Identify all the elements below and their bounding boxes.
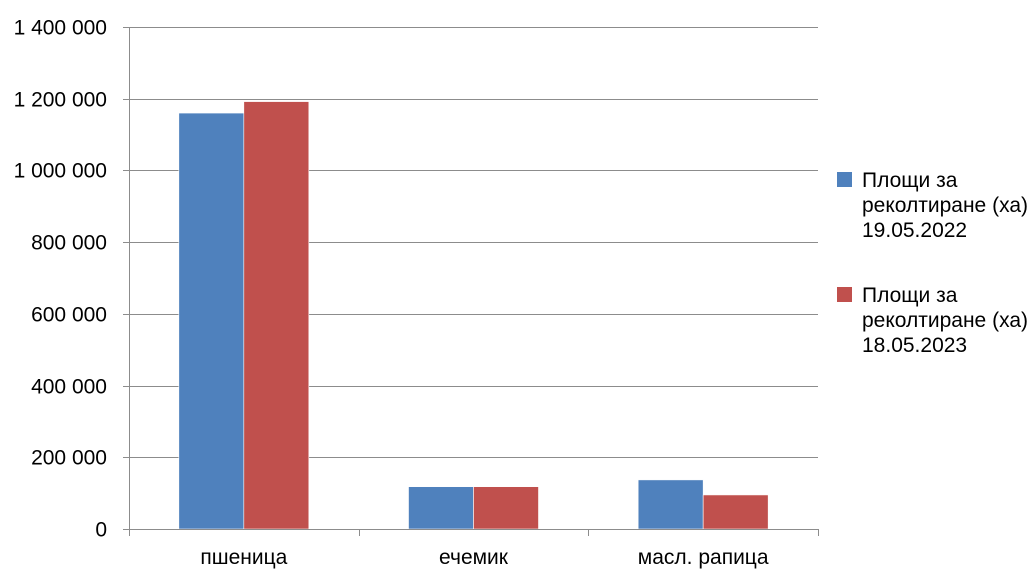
legend: Площи за реколтиране (ха) 19.05.2022 Площи … <box>837 169 1028 357</box>
y-tick-label: 600 000 <box>31 304 107 327</box>
x-tick-labels: пшеница ечемик масл. рапица <box>200 546 768 569</box>
bar-1-2 <box>408 486 474 530</box>
legend-swatch-1 <box>837 172 852 187</box>
x-tick-label: ечемик <box>439 546 509 569</box>
axes <box>123 27 819 536</box>
x-tick-label: пшеница <box>200 546 287 569</box>
y-tick-label: 800 000 <box>31 232 107 255</box>
y-tick-label: 400 000 <box>31 376 107 399</box>
x-tick-label: масл. рапица <box>638 546 769 569</box>
bar-2-1 <box>243 101 310 530</box>
y-tick-labels: 0 200 000 400 000 600 000 800 000 1 000 000 1 … <box>14 17 107 542</box>
y-tick-label: 0 <box>95 519 107 542</box>
bars <box>178 101 769 530</box>
legend-swatch-2 <box>837 287 852 302</box>
bar-2-3 <box>702 494 769 530</box>
y-tick-label: 1 400 000 <box>14 17 107 40</box>
bar-2-2 <box>473 486 539 530</box>
y-tick-label: 200 000 <box>31 447 107 470</box>
bar-1-3 <box>637 479 704 530</box>
bar-1-1 <box>178 112 245 530</box>
y-tick-label: 1 200 000 <box>14 89 107 112</box>
legend-label-1: Площи за реколтиране (ха) 19.05.2022 <box>862 169 1028 242</box>
legend-label-2: Площи за реколтиране (ха) 18.05.2023 <box>862 284 1028 357</box>
y-tick-label: 1 000 000 <box>14 160 107 183</box>
